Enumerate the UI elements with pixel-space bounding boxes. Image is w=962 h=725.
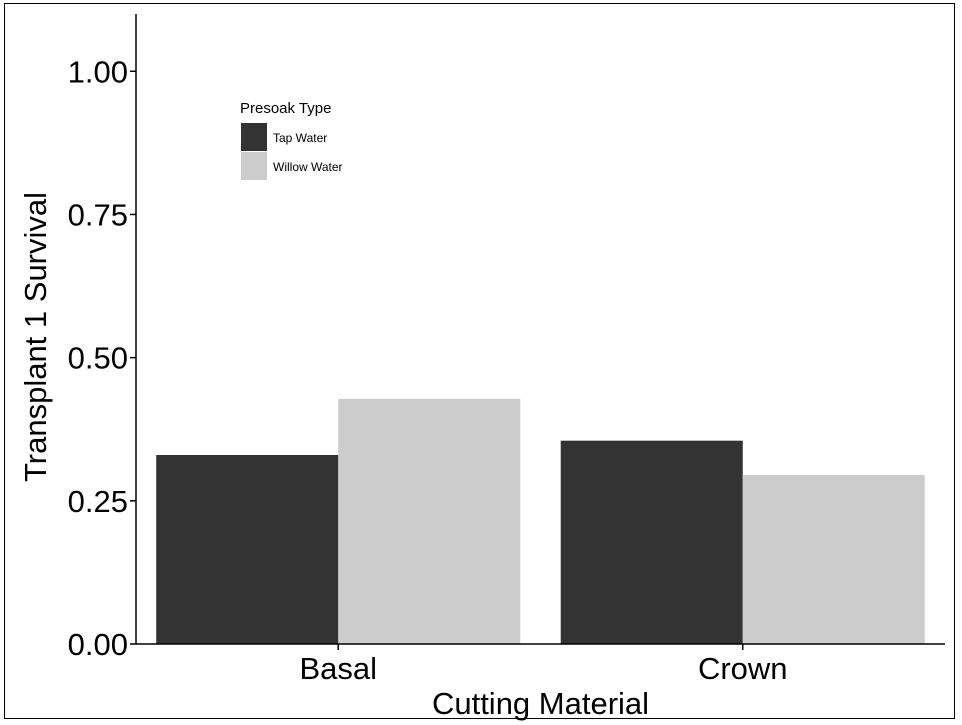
legend-title: Presoak Type: [240, 100, 331, 117]
bar-crown-tap-water: [560, 440, 743, 644]
x-ticks: Basal Crown: [299, 644, 788, 686]
bar-basal-willow-water: [338, 398, 521, 644]
bars-layer: [156, 398, 925, 644]
y-tick-label: 1.00: [68, 54, 128, 89]
x-tick-label: Basal: [299, 651, 377, 686]
legend: Presoak Type Tap Water Willow Water: [240, 100, 343, 180]
legend-swatch: [241, 152, 267, 180]
y-tick-label: 0.75: [68, 197, 128, 232]
legend-items: Tap Water Willow Water: [241, 123, 343, 180]
x-tick-label: Crown: [698, 651, 788, 686]
y-axis-title: Transplant 1 Survival: [18, 192, 53, 482]
legend-label: Willow Water: [273, 160, 343, 174]
legend-swatch: [241, 123, 267, 151]
bar-crown-willow-water: [742, 475, 925, 644]
legend-label: Tap Water: [273, 131, 327, 145]
y-tick-label: 0.25: [68, 484, 128, 519]
y-tick-label: 0.50: [68, 341, 128, 376]
y-ticks: 0.00 0.25 0.50 0.75 1.00: [68, 54, 136, 662]
x-axis-title: Cutting Material: [432, 686, 649, 721]
axes-layer: [135, 14, 945, 645]
bar-basal-tap-water: [156, 455, 339, 644]
y-tick-label: 0.00: [68, 627, 128, 662]
